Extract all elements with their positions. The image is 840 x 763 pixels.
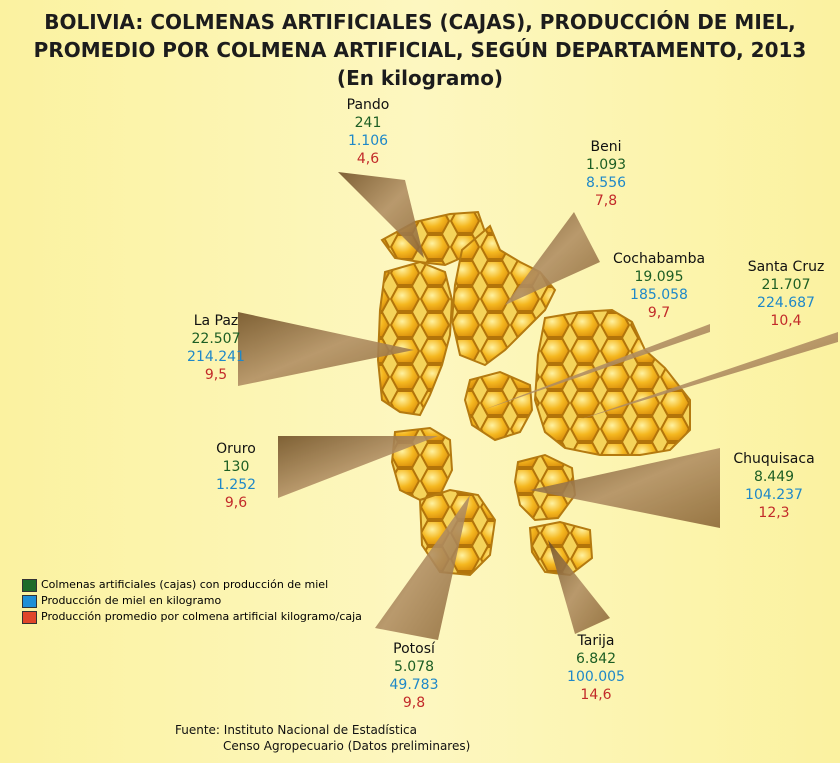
dept-colmenas: 8.449 [753, 469, 795, 485]
dept-cochabamba: Cochabamba 19.095 185.058 9,7 [604, 250, 714, 322]
dept-name: Santa Cruz [747, 259, 825, 275]
dept-potosi: Potosí 5.078 49.783 9,8 [374, 640, 454, 712]
dept-santa-cruz: Santa Cruz 21.707 224.687 10,4 [738, 258, 834, 330]
dept-chuquisaca: Chuquisaca 8.449 104.237 12,3 [724, 450, 824, 522]
dept-colmenas: 21.707 [761, 277, 811, 293]
source-line-1: Fuente: Instituto Nacional de Estadístic… [175, 723, 418, 737]
dept-name: Pando [346, 97, 390, 113]
dept-name: Oruro [216, 441, 256, 457]
legend-label: Producción de miel en kilogramo [41, 594, 222, 607]
pointer-pando [338, 172, 424, 258]
dept-name: Tarija [577, 633, 615, 649]
dept-promedio: 14,6 [580, 687, 612, 703]
dept-colmenas: 130 [222, 459, 250, 475]
title-line-2: PROMEDIO POR COLMENA ARTIFICIAL, SEGÚN D… [33, 38, 807, 62]
dept-colmenas: 6.842 [575, 651, 617, 667]
pointer-oruro [278, 436, 438, 498]
dept-produccion: 1.252 [215, 477, 257, 493]
dept-name: Cochabamba [612, 251, 706, 267]
dept-produccion: 104.237 [745, 487, 803, 503]
dept-name: La Paz [193, 313, 239, 329]
pointer-beams [238, 172, 838, 640]
dept-produccion: 8.556 [585, 175, 627, 191]
legend-item-colmenas: Colmenas artificiales (cajas) con produc… [22, 577, 362, 593]
dept-promedio: 12,3 [758, 505, 790, 521]
dept-colmenas: 19.095 [634, 269, 684, 285]
title-line-1: BOLIVIA: COLMENAS ARTIFICIALES (CAJAS), … [44, 10, 796, 34]
dept-produccion: 214.241 [187, 349, 245, 365]
source-line-2: Censo Agropecuario (Datos preliminares) [223, 739, 471, 753]
dept-promedio: 9,8 [402, 695, 426, 711]
pointer-potosi [375, 495, 470, 640]
dept-oruro: Oruro 130 1.252 9,6 [196, 440, 276, 512]
legend-label: Colmenas artificiales (cajas) con produc… [41, 578, 329, 591]
dept-promedio: 10,4 [770, 313, 802, 329]
legend: Colmenas artificiales (cajas) con produc… [22, 577, 362, 625]
pointer-la-paz [238, 312, 414, 386]
dept-produccion: 1.106 [347, 133, 389, 149]
dept-produccion: 100.005 [567, 669, 625, 685]
legend-label: Producción promedio por colmena artifici… [41, 610, 362, 623]
pointer-cochabamba [483, 324, 710, 410]
region-tarija [528, 520, 594, 577]
dept-name: Beni [590, 139, 622, 155]
dept-pando: Pando 241 1.106 4,6 [328, 96, 408, 168]
dept-promedio: 9,7 [647, 305, 671, 321]
pointer-tarija [548, 540, 610, 634]
dept-promedio: 9,6 [224, 495, 248, 511]
dept-name: Potosí [393, 641, 435, 657]
region-santa-cruz [533, 308, 691, 456]
dept-produccion: 49.783 [389, 677, 439, 693]
region-cochabamba [463, 370, 534, 442]
pointer-beni [505, 212, 600, 305]
dept-produccion: 185.058 [630, 287, 688, 303]
dept-colmenas: 1.093 [585, 157, 627, 173]
legend-swatch-blue [22, 594, 37, 608]
dept-promedio: 4,6 [356, 151, 380, 167]
pointer-chuquisaca [530, 448, 720, 528]
dept-tarija: Tarija 6.842 100.005 14,6 [556, 632, 636, 704]
dept-promedio: 9,5 [204, 367, 228, 383]
legend-swatch-red [22, 610, 37, 624]
source-note: Fuente: Instituto Nacional de Estadístic… [175, 722, 470, 754]
dept-beni: Beni 1.093 8.556 7,8 [566, 138, 646, 210]
dept-la-paz: La Paz 22.507 214.241 9,5 [176, 312, 256, 384]
legend-item-promedio: Producción promedio por colmena artifici… [22, 609, 362, 625]
dept-name: Chuquisaca [733, 451, 815, 467]
pointer-santa-cruz [578, 332, 838, 420]
region-la-paz [376, 260, 454, 417]
dept-promedio: 7,8 [594, 193, 618, 209]
title-line-3: (En kilogramo) [336, 66, 504, 90]
dept-produccion: 224.687 [757, 295, 815, 311]
legend-item-produccion: Producción de miel en kilogramo [22, 593, 362, 609]
dept-colmenas: 22.507 [191, 331, 241, 347]
region-beni [450, 224, 557, 367]
dept-colmenas: 5.078 [393, 659, 435, 675]
dept-colmenas: 241 [354, 115, 382, 131]
legend-swatch-green [22, 578, 37, 592]
